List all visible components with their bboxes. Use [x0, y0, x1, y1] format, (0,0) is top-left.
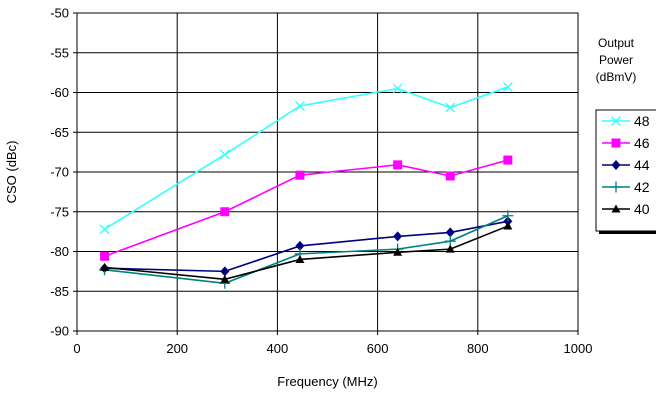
legend-marker — [611, 160, 621, 170]
legend-label: 48 — [634, 113, 650, 129]
legend-marker — [611, 204, 621, 213]
y-tick-label: -90 — [50, 324, 69, 339]
legend-label: 40 — [634, 201, 650, 217]
legend-marker — [610, 181, 622, 193]
data-point — [392, 83, 403, 94]
data-point — [295, 254, 305, 263]
data-point — [295, 240, 305, 251]
y-tick-label: -55 — [50, 45, 69, 60]
data-point — [445, 227, 455, 238]
y-tick-label: -50 — [50, 6, 69, 21]
legend-item: 42 — [602, 179, 650, 195]
data-point — [100, 262, 110, 271]
data-point — [393, 231, 403, 242]
data-point — [503, 216, 513, 227]
data-point — [295, 170, 305, 180]
legend-item: 40 — [602, 201, 650, 217]
data-point — [220, 274, 230, 283]
legend-marker — [611, 138, 621, 148]
legend-item: 44 — [602, 157, 650, 173]
x-tick-label: 0 — [73, 341, 80, 356]
data-point — [219, 149, 230, 160]
series-40 — [100, 221, 513, 283]
data-point — [502, 210, 514, 222]
legend-label: 44 — [634, 157, 650, 173]
legend-box — [595, 109, 656, 232]
x-tick-label: 800 — [467, 341, 489, 356]
legend-title-line: Output — [598, 36, 635, 50]
x-tick-label: 600 — [367, 341, 389, 356]
y-axis-label: CSO (dBc) — [4, 141, 19, 204]
series-line — [104, 86, 509, 230]
series-line — [104, 225, 509, 281]
series-line — [104, 214, 509, 285]
legend-title-line: Power — [599, 53, 633, 67]
data-point — [294, 101, 305, 111]
y-tick-label: -80 — [50, 244, 69, 259]
x-axis-label: Frequency (MHz) — [277, 374, 377, 389]
x-axis: 0 200 400 600 800 1000 — [73, 331, 592, 356]
y-axis: -90 -85 -80 -75 -70 -65 -60 -55 -50 — [50, 6, 77, 339]
series-group — [99, 81, 514, 289]
data-point — [99, 224, 110, 235]
y-tick-label: -65 — [50, 125, 69, 140]
series-48 — [99, 81, 513, 235]
data-point — [445, 171, 455, 181]
x-tick-label: 1000 — [564, 341, 593, 356]
y-tick-label: -75 — [50, 204, 69, 219]
legend-title: Output Power (dBmV) — [596, 36, 637, 84]
data-point — [445, 102, 456, 113]
legend-label: 42 — [634, 179, 650, 195]
legend: 48 46 44 42 40 — [595, 109, 656, 234]
series-line — [104, 220, 509, 273]
legend-marker — [611, 116, 621, 126]
data-point — [393, 160, 403, 170]
data-point — [393, 247, 403, 256]
legend-label: 46 — [634, 135, 650, 151]
series-line — [104, 159, 509, 258]
data-point — [220, 266, 230, 277]
x-tick-label: 400 — [267, 341, 289, 356]
legend-item: 46 — [602, 135, 650, 151]
data-point — [503, 155, 513, 165]
data-point — [502, 81, 513, 92]
legend-title-line: (dBmV) — [596, 70, 637, 84]
legend-item: 48 — [602, 113, 650, 129]
data-point — [445, 244, 455, 253]
y-tick-label: -70 — [50, 165, 69, 180]
y-tick-label: -60 — [50, 85, 69, 100]
data-point — [220, 207, 230, 217]
data-point — [100, 251, 110, 261]
y-tick-label: -85 — [50, 284, 69, 299]
series-46 — [100, 155, 513, 261]
x-tick-label: 200 — [166, 341, 188, 356]
data-point — [503, 221, 513, 230]
